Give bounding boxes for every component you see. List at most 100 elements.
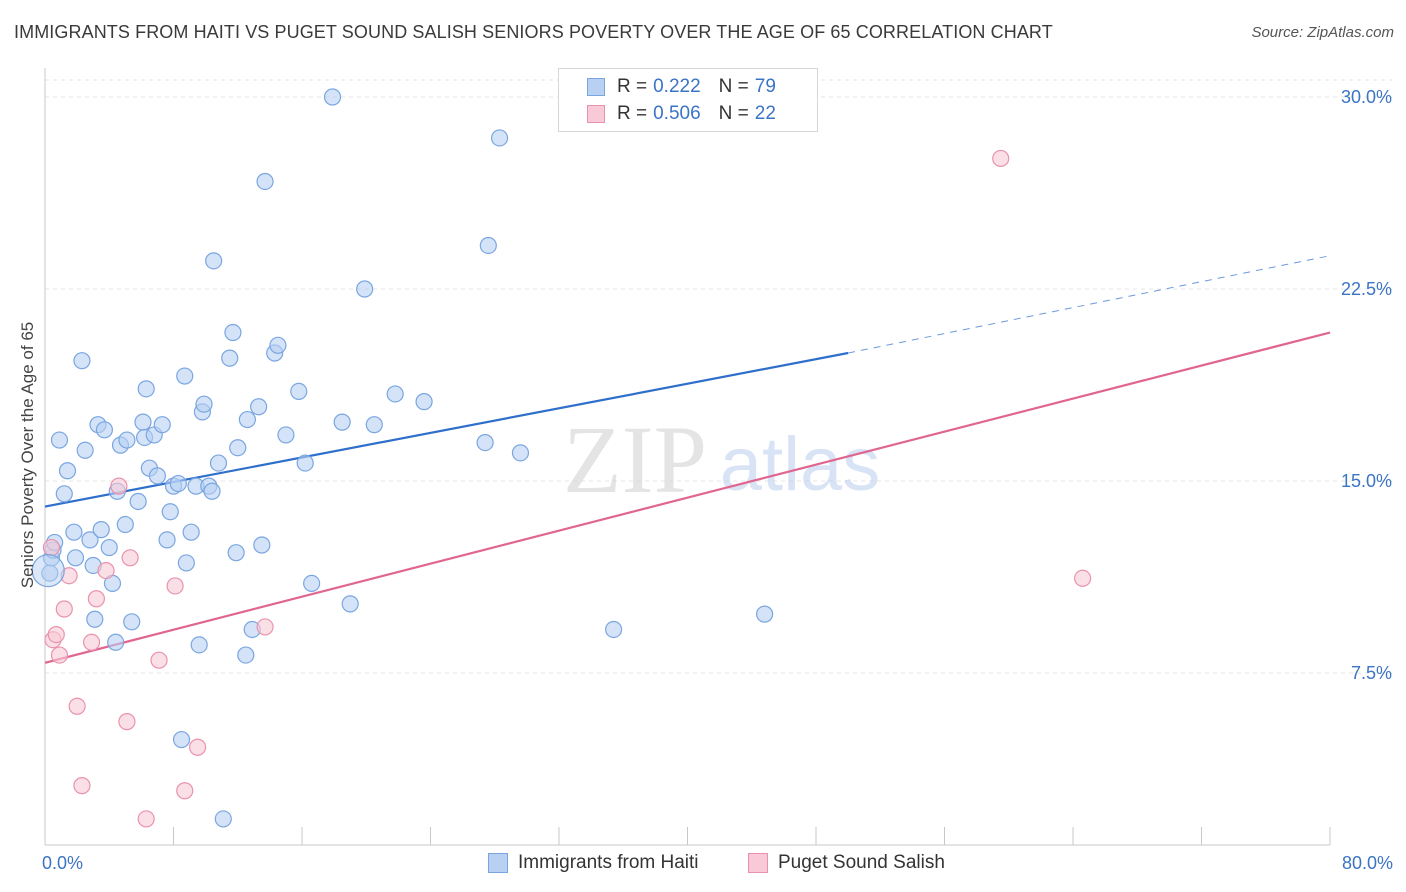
haiti-point xyxy=(169,474,187,493)
n-value: 22 xyxy=(754,103,776,124)
salish-point xyxy=(55,600,73,618)
haiti-point xyxy=(277,426,295,444)
legend-label-haiti: Immigrants from Haiti xyxy=(518,852,699,873)
haiti-point xyxy=(65,523,83,541)
salish-point xyxy=(118,713,136,731)
salish-trend-line xyxy=(44,331,1331,664)
haiti-point xyxy=(116,515,134,534)
legend-label-salish: Puget Sound Salish xyxy=(778,852,945,873)
salish-point xyxy=(68,697,86,715)
haiti-point xyxy=(221,349,239,367)
haiti-point xyxy=(323,88,342,106)
haiti-point xyxy=(95,421,114,439)
y-tick-label: 22.5% xyxy=(1341,279,1392,299)
haiti-point xyxy=(356,280,374,298)
legend-swatch-pink xyxy=(587,105,605,123)
haiti-point xyxy=(224,323,242,342)
y-axis-label: Seniors Poverty Over the Age of 65 xyxy=(18,321,37,589)
haiti-point xyxy=(479,236,497,255)
haiti-point xyxy=(161,503,179,521)
salish-point xyxy=(110,477,128,495)
source-credit: Source: ZipAtlas.com xyxy=(1251,24,1394,41)
bottom-legend-haiti: Immigrants from Haiti xyxy=(488,852,699,874)
salish-point xyxy=(47,625,65,644)
salish-point xyxy=(121,549,139,567)
legend-swatch-pink xyxy=(748,853,768,873)
haiti-point xyxy=(365,416,383,434)
haiti-point xyxy=(303,574,321,593)
haiti-point xyxy=(158,531,176,549)
haiti-point xyxy=(100,538,118,557)
haiti-point xyxy=(386,385,404,403)
haiti-point xyxy=(256,172,274,191)
haiti-point xyxy=(76,441,94,459)
haiti-point xyxy=(250,398,268,416)
haiti-point xyxy=(134,413,152,431)
haiti-point xyxy=(55,485,73,503)
haiti-point xyxy=(229,439,247,457)
haiti-point xyxy=(153,416,171,434)
haiti-point xyxy=(73,352,91,370)
haiti-point xyxy=(511,444,530,462)
haiti-point xyxy=(237,646,255,664)
salish-point xyxy=(176,782,194,800)
legend-swatch-blue xyxy=(488,853,508,873)
haiti-point xyxy=(205,252,223,270)
salish-point xyxy=(50,646,69,664)
haiti-point xyxy=(182,523,200,541)
haiti-point xyxy=(214,810,232,828)
x-tick-label: 0.0% xyxy=(42,853,83,873)
y-tick-label: 15.0% xyxy=(1341,471,1392,491)
watermark: ZIP atlas xyxy=(563,406,880,513)
haiti-point xyxy=(92,521,110,539)
legend-row-haiti: R = 0.222 N = 79 xyxy=(587,75,776,99)
r-label: R = xyxy=(617,76,648,97)
haiti-point xyxy=(66,549,85,567)
haiti-point xyxy=(209,454,228,472)
haiti-point xyxy=(50,431,69,449)
haiti-point xyxy=(227,544,245,562)
haiti-point xyxy=(415,393,433,411)
chart-title: IMMIGRANTS FROM HAITI VS PUGET SOUND SAL… xyxy=(14,22,1053,42)
salish-point xyxy=(87,590,106,608)
haiti-point xyxy=(296,454,314,472)
salish-point xyxy=(992,149,1010,168)
haiti-point xyxy=(269,336,287,354)
haiti-point xyxy=(190,636,208,654)
r-label: R = xyxy=(617,103,648,124)
n-label: N = xyxy=(718,103,749,124)
salish-point xyxy=(42,538,61,557)
haiti-point xyxy=(253,536,271,554)
r-value: 0.506 xyxy=(653,103,701,124)
haiti-point xyxy=(107,633,125,651)
haiti-point xyxy=(129,492,147,511)
watermark-atlas: atlas xyxy=(720,422,881,507)
salish-point xyxy=(188,738,207,756)
haiti-point xyxy=(31,553,65,588)
salish-point xyxy=(97,561,115,580)
haiti-point xyxy=(333,413,351,431)
y-tick-labels: 7.5% 15.0% 22.5% 30.0% xyxy=(1341,87,1392,683)
bottom-legend-salish: Puget Sound Salish xyxy=(748,852,945,874)
legend-swatch-blue xyxy=(587,78,605,96)
haiti-point xyxy=(476,434,494,452)
n-value: 79 xyxy=(754,76,776,97)
haiti-point xyxy=(203,482,221,500)
haiti-point xyxy=(238,410,256,429)
haiti-point xyxy=(195,395,213,413)
axes xyxy=(44,68,1331,846)
legend-row-salish: R = 0.506 N = 22 xyxy=(587,102,776,126)
haiti-point xyxy=(172,730,191,749)
haiti-point xyxy=(490,129,509,147)
n-label: N = xyxy=(718,76,749,97)
haiti-point xyxy=(81,531,99,549)
haiti-point xyxy=(176,367,194,385)
salish-point xyxy=(256,618,274,636)
haiti-point xyxy=(605,620,623,639)
salish-point xyxy=(1074,569,1092,587)
y-tick-label: 30.0% xyxy=(1341,87,1392,107)
haiti-point xyxy=(341,595,359,613)
y-tick-label: 7.5% xyxy=(1351,663,1392,683)
haiti-point xyxy=(290,382,308,400)
